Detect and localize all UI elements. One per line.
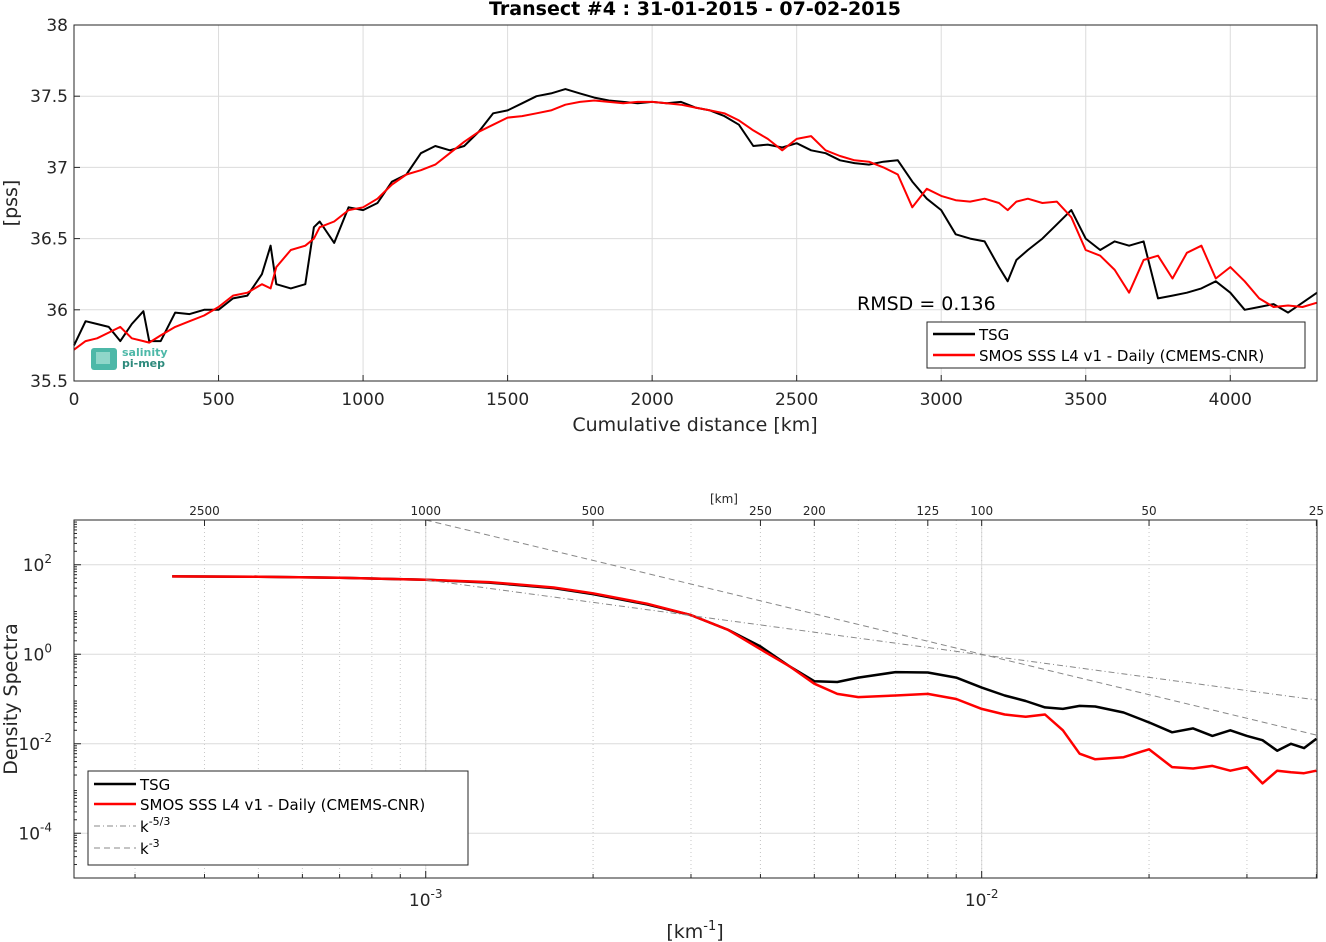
bottom-top-tick-label: 25 <box>1309 504 1324 518</box>
top-y-tick-label: 38 <box>46 16 68 36</box>
bottom-series-k53-line <box>425 579 1318 701</box>
top-x-tick-label: 3000 <box>920 390 963 410</box>
top-y-tick-label: 35.5 <box>30 372 68 392</box>
bottom-legend: TSG SMOS SSS L4 v1 - Daily (CMEMS-CNR) k… <box>87 770 469 866</box>
bottom-x-axis-label: [km-1] <box>666 919 723 942</box>
bottom-top-tick-label: 250 <box>749 504 772 518</box>
top-x-tick-label: 4000 <box>1209 390 1252 410</box>
bottom-x-tick-label-exp: -3 <box>431 887 443 901</box>
bottom-top-tick-label: 50 <box>1141 504 1156 518</box>
top-y-tick-label: 36.5 <box>30 230 68 250</box>
top-y-tick-label: 37.5 <box>30 87 68 107</box>
bottom-top-tick-label: 500 <box>582 504 605 518</box>
bottom-legend-label-tsg: TSG <box>139 776 170 794</box>
bottom-legend-label-smos: SMOS SSS L4 v1 - Daily (CMEMS-CNR) <box>140 796 425 814</box>
bottom-legend-label-k53: k-5/3 <box>140 815 170 836</box>
logo-mark-inner <box>96 352 110 364</box>
bottom-y-tick-label: 10-4 <box>18 820 52 844</box>
top-ticks: 0 500 1000 1500 2000 2500 3000 3500 4000 35.5 36 36… <box>30 16 1252 410</box>
top-x-tick-label: 500 <box>202 390 234 410</box>
bottom-top-tick-label: 2500 <box>189 504 220 518</box>
bottom-y-tick-label-exp: -4 <box>40 820 52 834</box>
bottom-y-tick-label: 102 <box>23 552 52 576</box>
top-legend-label-smos: SMOS SSS L4 v1 - Daily (CMEMS-CNR) <box>979 347 1264 365</box>
bottom-top-tick-label: 200 <box>803 504 826 518</box>
bottom-legend-k53-base: k <box>140 818 149 836</box>
bottom-x-tick-label-base: 10 <box>409 891 431 911</box>
top-series-tsg-line <box>73 88 1318 346</box>
logo-text-line1: salinity <box>122 346 168 359</box>
top-x-axis-label: Cumulative distance [km] <box>572 414 817 436</box>
bottom-y-tick-label-base: 10 <box>23 556 45 576</box>
top-x-tick-label: 2500 <box>775 390 818 410</box>
rmsd-annotation: RMSD = 0.136 <box>857 293 996 315</box>
bottom-series-layer <box>172 519 1318 785</box>
bottom-plot-frame <box>73 519 1318 879</box>
bottom-x-axis-label-end: ] <box>716 921 723 942</box>
bottom-top-tick-label: 1000 <box>410 504 441 518</box>
top-legend: TSG SMOS SSS L4 v1 - Daily (CMEMS-CNR) <box>926 321 1306 369</box>
bottom-y-tick-label-base: 10 <box>23 645 45 665</box>
bottom-y-tick-label: 100 <box>23 641 52 665</box>
salinity-transect-chart: Transect #4 : 31-01-2015 - 07-02-2015 0 5… <box>0 0 1318 436</box>
top-y-tick-label: 36 <box>46 301 68 321</box>
top-x-tick-label: 1000 <box>341 390 384 410</box>
top-x-tick-label: 1500 <box>486 390 529 410</box>
top-x-tick-label: 2000 <box>631 390 674 410</box>
bottom-y-tick-label: 10-2 <box>18 731 52 755</box>
bottom-y-axis-label: Density Spectra <box>0 623 22 774</box>
top-series-smos-line <box>73 99 1318 351</box>
top-axis-unit-label: [km] <box>710 492 738 506</box>
top-x-tick-label: 3500 <box>1064 390 1107 410</box>
bottom-x-axis-label-exp: -1 <box>703 919 716 934</box>
bottom-top-tick-label: 125 <box>916 504 939 518</box>
top-plot-frame <box>73 24 1318 382</box>
bottom-x-tick-label: 10-3 <box>409 887 443 911</box>
bottom-y-tick-label-exp: -2 <box>40 731 52 745</box>
top-y-tick-label: 37 <box>46 158 68 178</box>
bottom-series-smos-line <box>172 575 1317 785</box>
bottom-legend-k3-base: k <box>140 840 149 858</box>
salinity-pimep-logo: salinity pi-mep <box>91 346 168 370</box>
bottom-series-k3-line <box>425 519 1318 736</box>
bottom-series-tsg-line <box>172 575 1318 752</box>
bottom-legend-k3-exp: -3 <box>149 837 160 850</box>
bottom-y-tick-label-base: 10 <box>18 824 40 844</box>
top-x-tick-label: 0 <box>69 390 80 410</box>
logo-text-line2: pi-mep <box>122 357 165 370</box>
bottom-y-tick-label-exp: 2 <box>44 552 52 566</box>
bottom-legend-k53-exp: -5/3 <box>149 815 171 828</box>
bottom-legend-label-k3: k-3 <box>140 837 160 858</box>
top-y-axis-label: [pss] <box>0 180 22 227</box>
bottom-y-tick-label-exp: 0 <box>44 641 52 655</box>
top-series-layer <box>73 88 1318 351</box>
bottom-x-axis-label-base: [km <box>666 921 703 942</box>
bottom-x-tick-label-exp: -2 <box>987 887 999 901</box>
top-legend-label-tsg: TSG <box>978 326 1009 344</box>
bottom-x-tick-label: 10-2 <box>965 887 999 911</box>
top-legend-box <box>926 321 1306 369</box>
top-grid <box>74 25 1317 381</box>
bottom-top-tick-label: 100 <box>970 504 993 518</box>
bottom-y-tick-label-base: 10 <box>18 735 40 755</box>
chart-title: Transect #4 : 31-01-2015 - 07-02-2015 <box>489 0 901 20</box>
bottom-x-tick-label-base: 10 <box>965 891 987 911</box>
bottom-legend-box <box>87 770 469 866</box>
